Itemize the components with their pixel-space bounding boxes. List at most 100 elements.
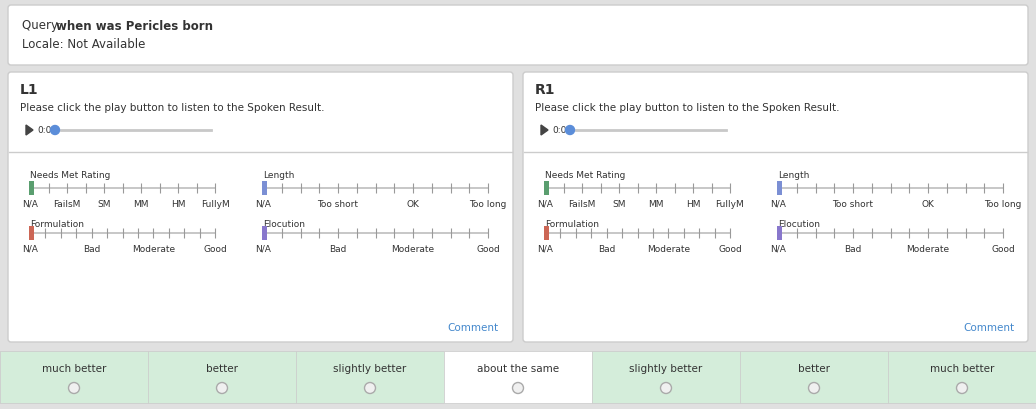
Text: OK: OK [406,200,420,209]
Circle shape [956,382,968,393]
Text: when was Pericles born: when was Pericles born [56,20,212,32]
Text: MM: MM [649,200,664,209]
Text: L1: L1 [20,83,38,97]
Bar [296,351,444,403]
Bar [778,188,1003,189]
Text: Bad: Bad [83,245,100,254]
Text: Too long: Too long [469,200,507,209]
Text: HM: HM [686,200,700,209]
Text: Please click the play button to listen to the Spoken Result.: Please click the play button to listen t… [20,103,324,113]
Text: Needs Met Rating: Needs Met Rating [545,171,626,180]
Circle shape [365,382,375,393]
Text: Moderate: Moderate [906,245,950,254]
Circle shape [513,382,523,393]
Text: better: better [206,363,238,373]
Bar [778,232,1003,234]
Text: much better: much better [41,363,106,373]
Bar [30,188,215,189]
Bar [545,232,730,234]
Text: Elocution: Elocution [263,220,305,229]
Bar [777,227,782,240]
Text: Please click the play button to listen to the Spoken Result.: Please click the play button to listen t… [535,103,839,113]
Text: N/A: N/A [770,200,786,209]
Bar [0,351,1036,403]
Text: HM: HM [171,200,185,209]
Circle shape [51,126,59,135]
Text: Formulation: Formulation [545,220,599,229]
Text: Query:: Query: [22,20,65,32]
Text: Good: Good [477,245,500,254]
Text: Elocution: Elocution [778,220,821,229]
Text: Comment: Comment [962,322,1014,332]
Text: Locale: Not Available: Locale: Not Available [22,37,145,50]
Bar [444,351,592,403]
Bar [30,232,215,234]
Bar [592,351,740,403]
Bar [544,227,549,240]
Bar [29,227,34,240]
Text: N/A: N/A [770,245,786,254]
Text: Too short: Too short [833,200,873,209]
Bar [0,351,148,403]
Circle shape [661,382,671,393]
Circle shape [68,382,80,393]
Text: OK: OK [922,200,934,209]
Bar [888,351,1036,403]
Text: FailsM: FailsM [53,200,81,209]
Bar [148,351,296,403]
Circle shape [217,382,228,393]
Text: MM: MM [134,200,149,209]
Text: 0:00: 0:00 [37,126,57,135]
Text: slightly better: slightly better [630,363,702,373]
Text: Needs Met Rating: Needs Met Rating [30,171,111,180]
Text: Length: Length [778,171,809,180]
Bar [29,182,34,196]
Bar [262,182,267,196]
Circle shape [566,126,575,135]
FancyBboxPatch shape [8,6,1028,66]
Bar [262,227,267,240]
Text: Good: Good [718,245,742,254]
Text: Formulation: Formulation [30,220,84,229]
Text: N/A: N/A [537,245,553,254]
Text: Too long: Too long [984,200,1021,209]
FancyBboxPatch shape [8,73,513,342]
Text: Bad: Bad [844,245,862,254]
Text: Moderate: Moderate [646,245,690,254]
Text: 0:00: 0:00 [552,126,572,135]
Text: N/A: N/A [22,200,38,209]
Bar [777,182,782,196]
Bar [263,232,488,234]
Text: much better: much better [930,363,995,373]
Text: Good: Good [203,245,227,254]
Text: better: better [798,363,830,373]
Text: Bad: Bad [329,245,347,254]
Circle shape [808,382,819,393]
Text: Moderate: Moderate [392,245,434,254]
Text: N/A: N/A [255,200,271,209]
Text: about the same: about the same [477,363,559,373]
Text: Bad: Bad [598,245,615,254]
Text: Moderate: Moderate [132,245,175,254]
Text: FullyM: FullyM [716,200,745,209]
Text: N/A: N/A [255,245,271,254]
Text: SM: SM [612,200,626,209]
Text: FailsM: FailsM [569,200,596,209]
Text: Length: Length [263,171,294,180]
FancyBboxPatch shape [523,73,1028,342]
Polygon shape [26,126,33,136]
Text: Comment: Comment [448,322,499,332]
Bar [740,351,888,403]
Bar [544,182,549,196]
Text: slightly better: slightly better [334,363,406,373]
Text: N/A: N/A [537,200,553,209]
Text: Good: Good [991,245,1015,254]
Text: FullyM: FullyM [201,200,229,209]
Text: N/A: N/A [22,245,38,254]
Text: Too short: Too short [317,200,358,209]
Bar [545,188,730,189]
Bar [263,188,488,189]
Text: R1: R1 [535,83,555,97]
Text: SM: SM [97,200,111,209]
Polygon shape [541,126,548,136]
